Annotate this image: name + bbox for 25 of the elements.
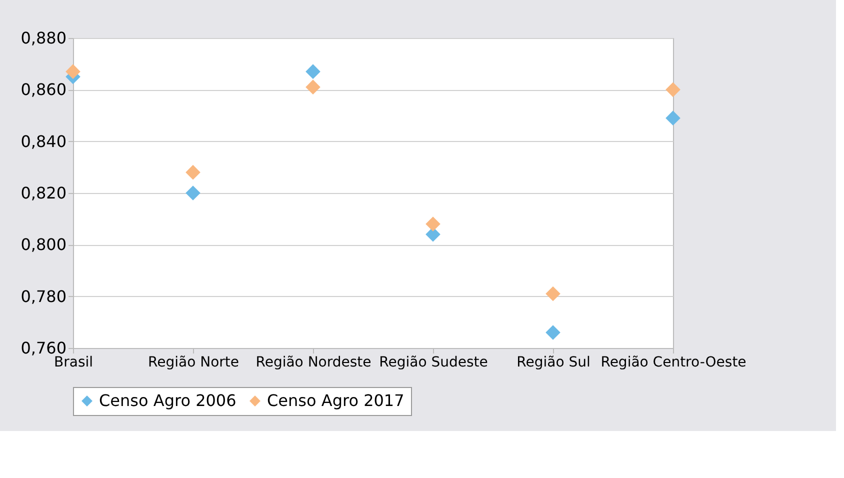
x-tick-label: Região Norte	[148, 354, 239, 370]
y-tick-label: 0,820	[20, 184, 66, 202]
x-tick-label: Brasil	[54, 354, 94, 370]
x-tick-label: Região Sudeste	[379, 354, 488, 370]
point	[66, 64, 80, 79]
y-tick-label: 0,800	[20, 235, 66, 254]
point	[426, 216, 440, 232]
point	[186, 186, 200, 200]
point	[546, 286, 560, 302]
x-tick-label: Região Nordeste	[256, 354, 372, 370]
y-tick-label: 0,880	[20, 28, 66, 48]
legend-label: Censo Agro 2017	[267, 391, 404, 410]
y-tick-label: 0,840	[20, 132, 66, 151]
point	[666, 110, 680, 126]
legend-label: Censo Agro 2006	[99, 391, 236, 410]
point	[186, 164, 200, 180]
y-tick-label: 0,780	[20, 286, 66, 306]
x-tick-label: Região Centro-Oeste	[600, 354, 746, 370]
point	[306, 80, 320, 94]
y-tick-label: 0,760	[20, 338, 66, 358]
x-tick-label: Região Sul	[516, 354, 590, 370]
point	[546, 325, 560, 340]
y-tick-label: 0,860	[20, 80, 66, 100]
point	[306, 64, 320, 79]
point	[666, 82, 680, 98]
